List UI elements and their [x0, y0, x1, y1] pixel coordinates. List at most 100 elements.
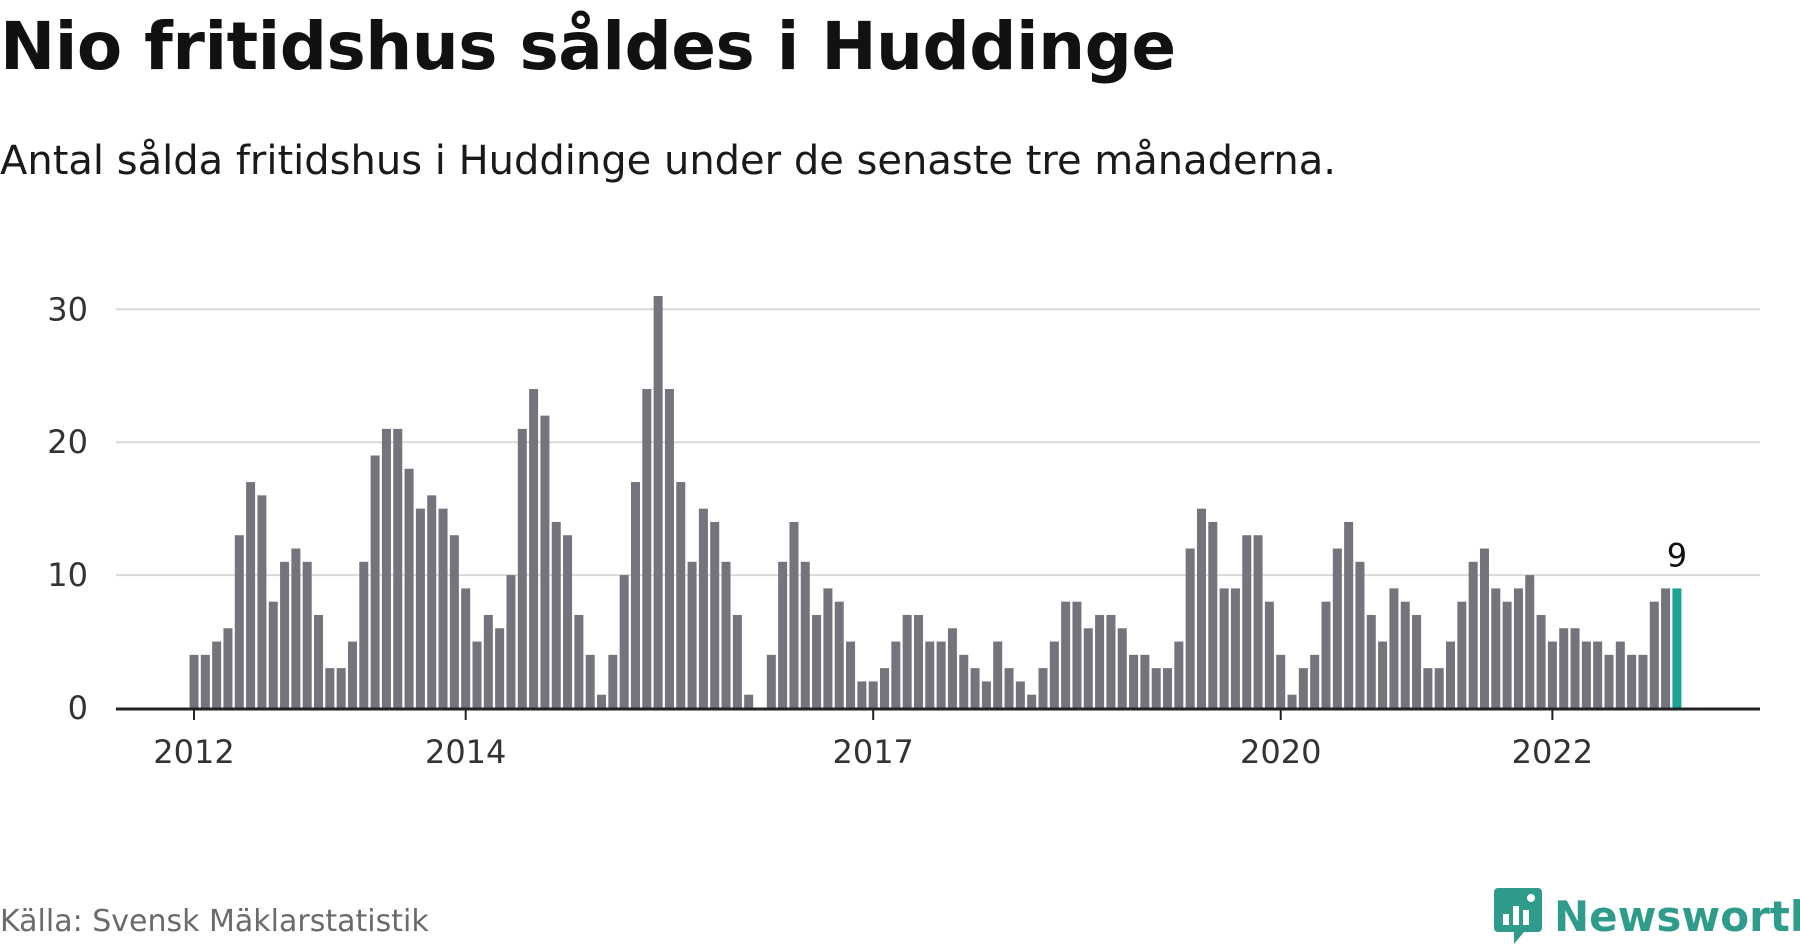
bar: [495, 628, 505, 708]
y-tick-label-10: 10: [47, 556, 88, 594]
bar: [1015, 681, 1025, 708]
bar: [868, 681, 878, 708]
bar: [653, 296, 663, 708]
bar: [1423, 668, 1433, 708]
bar: [1185, 548, 1195, 708]
bar: [200, 654, 210, 708]
bar: [1027, 694, 1037, 708]
x-tick-label-2017: 2017: [832, 733, 913, 771]
chart-subtitle: Antal sålda fritidshus i Huddinge under …: [0, 138, 1336, 184]
bar: [744, 694, 754, 708]
bar: [1593, 641, 1603, 708]
bar: [800, 561, 810, 708]
bar: [223, 628, 233, 708]
bar: [1208, 521, 1218, 708]
bar: [472, 641, 482, 708]
bar: [1049, 641, 1059, 708]
bar: [1072, 601, 1082, 708]
y-tick-label-30: 30: [47, 290, 88, 328]
bar: [291, 548, 301, 708]
bar: [347, 641, 357, 708]
bar: [483, 614, 493, 708]
bar: [947, 628, 957, 708]
bar: [1649, 601, 1659, 708]
bar: [540, 415, 550, 708]
bar: [234, 535, 244, 708]
bar: [1378, 641, 1388, 708]
bar: [766, 654, 776, 708]
bar: [1332, 548, 1342, 708]
bar: [732, 614, 742, 708]
bar: [1276, 654, 1286, 708]
bar: [789, 521, 799, 708]
bar: [698, 508, 708, 708]
bar: [1525, 575, 1535, 708]
bar: [1661, 588, 1671, 708]
bar: [189, 654, 199, 708]
x-tick-label-2020: 2020: [1240, 733, 1321, 771]
bar: [1174, 641, 1184, 708]
bar: [619, 575, 629, 708]
brand-logo: Newsworthy: [1494, 888, 1800, 944]
bar: [1140, 654, 1150, 708]
bar: [936, 641, 946, 708]
bar: [812, 614, 822, 708]
bar: [1038, 668, 1048, 708]
bar: [381, 428, 391, 708]
bar: [314, 614, 324, 708]
bar: [1434, 668, 1444, 708]
bar: [1559, 628, 1569, 708]
bar: [664, 389, 674, 708]
bar: [1106, 614, 1116, 708]
bar: [981, 681, 991, 708]
bar: [1310, 654, 1320, 708]
bar: [563, 535, 573, 708]
brand-name: Newsworthy: [1554, 891, 1800, 941]
bar: [1344, 521, 1354, 708]
bar: [721, 561, 731, 708]
bar: [597, 694, 607, 708]
bar: [1298, 668, 1308, 708]
chart-title: Nio fritidshus såldes i Huddinge: [0, 8, 1176, 85]
bar: [1457, 601, 1467, 708]
bar: [993, 641, 1003, 708]
bar: [427, 495, 437, 708]
bar: [1253, 535, 1263, 708]
bar: [1264, 601, 1274, 708]
bar: [1446, 641, 1456, 708]
bar: [1491, 588, 1501, 708]
x-tick-label-2022: 2022: [1512, 733, 1593, 771]
bar: [1581, 641, 1591, 708]
bar: [902, 614, 912, 708]
bar-highlighted: [1672, 588, 1682, 708]
bar: [302, 561, 312, 708]
bar: [551, 521, 561, 708]
bar: [212, 641, 222, 708]
bar: [1287, 694, 1297, 708]
bar: [1513, 588, 1523, 708]
bar: [1412, 614, 1422, 708]
bar: [246, 482, 256, 708]
bar: [1129, 654, 1139, 708]
bar: [676, 482, 686, 708]
bar: [1400, 601, 1410, 708]
bar: [574, 614, 584, 708]
bar: [1536, 614, 1546, 708]
bar: [1095, 614, 1105, 708]
bar: [1366, 614, 1376, 708]
bar: [834, 601, 844, 708]
bar: [970, 668, 980, 708]
bar: [325, 668, 335, 708]
bar: [517, 428, 527, 708]
bar-chart-speech-bubble-icon: [1494, 888, 1542, 944]
y-tick-label-20: 20: [47, 423, 88, 461]
bar: [823, 588, 833, 708]
bar: [393, 428, 403, 708]
bar: [1615, 641, 1625, 708]
bar: [280, 561, 290, 708]
bar: [1389, 588, 1399, 708]
bar: [1468, 561, 1478, 708]
bar: [370, 455, 380, 708]
bar: [257, 495, 267, 708]
